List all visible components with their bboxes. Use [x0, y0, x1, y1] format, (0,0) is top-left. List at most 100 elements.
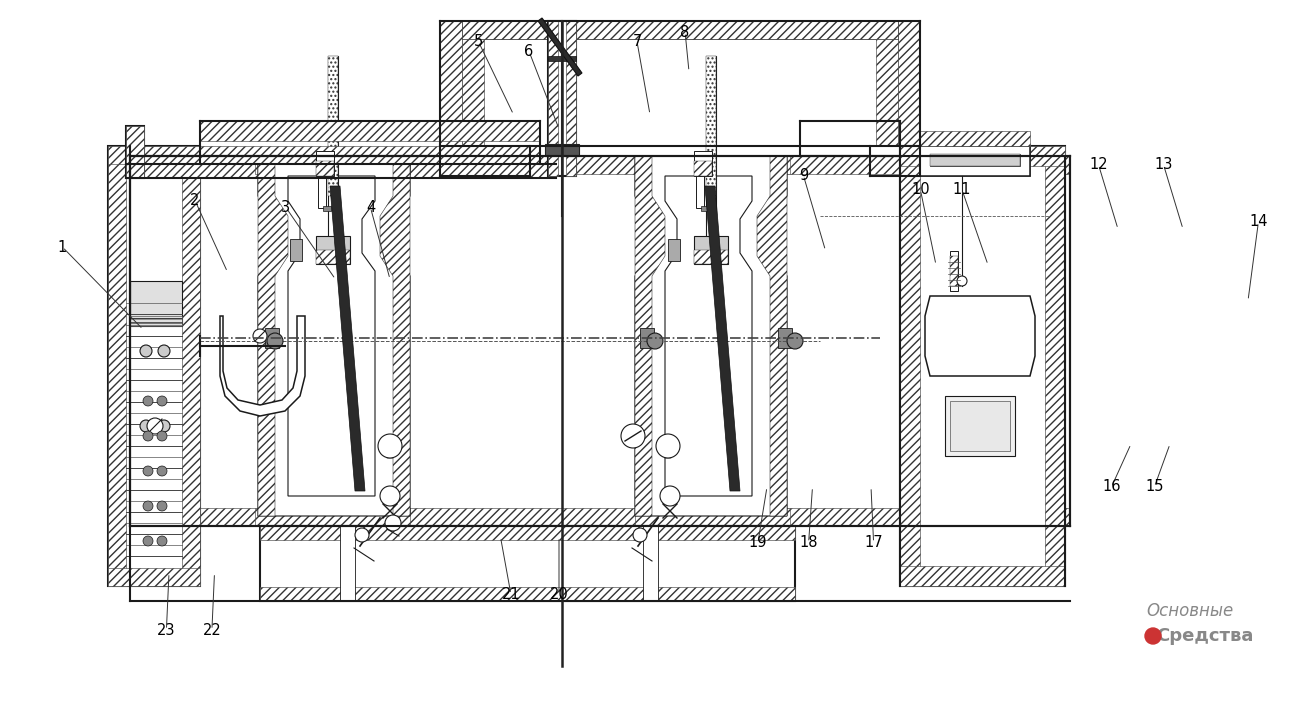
Bar: [920, 146, 1030, 176]
Bar: [439, 21, 462, 146]
Text: 19: 19: [749, 536, 767, 550]
Bar: [265, 328, 280, 348]
Polygon shape: [549, 56, 576, 61]
Bar: [260, 526, 796, 540]
Bar: [634, 156, 790, 174]
Text: 10: 10: [911, 183, 930, 197]
Bar: [950, 251, 958, 291]
Polygon shape: [926, 296, 1035, 376]
Bar: [920, 131, 1030, 146]
Bar: [898, 21, 920, 146]
Circle shape: [633, 528, 647, 542]
Bar: [950, 401, 1010, 451]
Polygon shape: [289, 176, 374, 496]
Circle shape: [621, 424, 645, 448]
Polygon shape: [757, 156, 786, 516]
Bar: [549, 21, 558, 176]
Text: 11: 11: [953, 183, 971, 197]
Polygon shape: [634, 156, 786, 516]
Bar: [130, 508, 1070, 526]
Polygon shape: [380, 156, 410, 516]
Bar: [634, 508, 790, 526]
Bar: [108, 146, 200, 586]
Bar: [694, 161, 712, 176]
Polygon shape: [705, 186, 740, 491]
Bar: [706, 56, 716, 196]
Bar: [900, 566, 1065, 586]
Bar: [696, 173, 705, 208]
Circle shape: [140, 420, 152, 432]
Polygon shape: [384, 440, 396, 458]
Circle shape: [355, 528, 369, 542]
Bar: [930, 154, 1021, 166]
Bar: [108, 146, 200, 164]
Circle shape: [157, 501, 166, 511]
Bar: [777, 328, 792, 348]
Circle shape: [143, 501, 153, 511]
Bar: [182, 146, 200, 586]
Bar: [566, 21, 576, 176]
Text: 22: 22: [203, 623, 221, 637]
Bar: [462, 39, 484, 146]
Bar: [1045, 146, 1065, 586]
Bar: [130, 156, 1070, 174]
Bar: [930, 154, 1021, 166]
Bar: [462, 21, 898, 39]
Bar: [108, 568, 200, 586]
Text: 21: 21: [502, 587, 520, 601]
Polygon shape: [634, 156, 666, 516]
Circle shape: [378, 434, 402, 458]
Polygon shape: [257, 156, 410, 516]
Bar: [316, 250, 350, 264]
Bar: [290, 239, 302, 261]
Text: 16: 16: [1102, 480, 1121, 494]
Polygon shape: [666, 176, 751, 496]
Polygon shape: [220, 316, 306, 416]
Bar: [694, 151, 712, 176]
Bar: [701, 206, 708, 211]
Bar: [316, 236, 350, 264]
Text: 20: 20: [550, 587, 568, 601]
Text: 2: 2: [190, 193, 200, 208]
Text: 12: 12: [1089, 158, 1108, 172]
Bar: [439, 21, 920, 39]
Polygon shape: [538, 18, 582, 76]
Bar: [945, 396, 1015, 456]
Circle shape: [385, 515, 400, 531]
Circle shape: [147, 418, 162, 434]
Polygon shape: [257, 156, 289, 516]
Polygon shape: [662, 440, 673, 458]
Circle shape: [656, 434, 680, 458]
Bar: [328, 56, 338, 196]
Bar: [318, 173, 326, 208]
Bar: [316, 151, 334, 176]
Bar: [328, 56, 338, 241]
Bar: [900, 146, 1065, 166]
Text: Основные: Основные: [1147, 602, 1234, 620]
Text: 23: 23: [157, 623, 176, 637]
Bar: [108, 146, 126, 586]
Circle shape: [254, 329, 266, 343]
Text: 8: 8: [680, 25, 690, 39]
Bar: [260, 587, 796, 601]
Circle shape: [140, 345, 152, 357]
Bar: [549, 21, 576, 176]
Bar: [694, 236, 728, 264]
Text: 7: 7: [632, 34, 642, 49]
Circle shape: [157, 536, 166, 546]
Bar: [876, 39, 898, 146]
Circle shape: [143, 396, 153, 406]
Bar: [640, 328, 654, 348]
Bar: [668, 239, 680, 261]
Bar: [920, 146, 1030, 176]
Polygon shape: [330, 186, 365, 491]
Bar: [341, 526, 355, 601]
Text: 17: 17: [864, 536, 883, 550]
Bar: [130, 316, 182, 326]
Bar: [130, 281, 182, 326]
Bar: [644, 526, 658, 601]
Circle shape: [1145, 628, 1161, 644]
Text: 5: 5: [473, 34, 484, 49]
Text: 4: 4: [365, 200, 376, 215]
Bar: [316, 161, 334, 176]
